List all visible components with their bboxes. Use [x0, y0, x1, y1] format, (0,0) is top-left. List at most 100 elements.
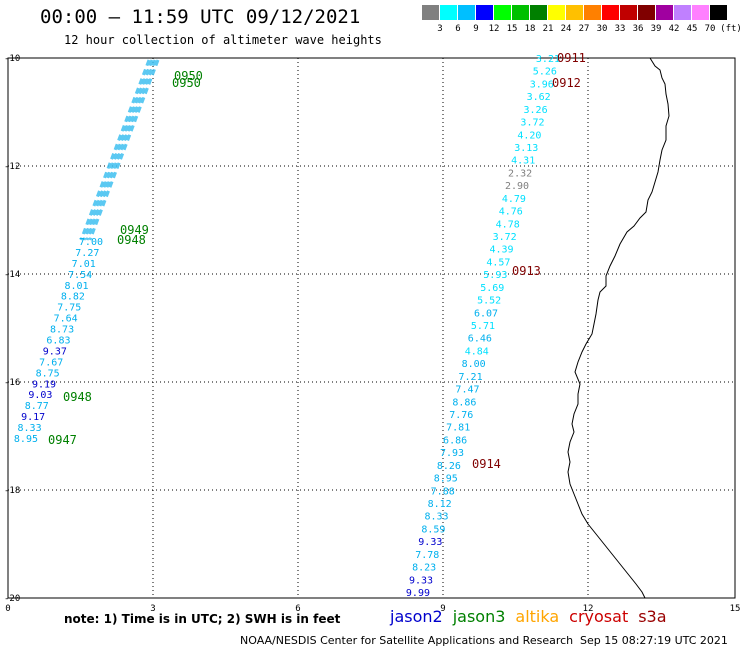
- satellite-legend: jason2 jason3 altika cryosat s3a: [390, 607, 677, 626]
- credit-line: NOAA/NESDIS Center for Satellite Applica…: [240, 634, 574, 647]
- wave-height-label: 7.88: [431, 486, 455, 497]
- wave-height-label: 2.32: [508, 168, 532, 179]
- color-scale-label: 9: [473, 24, 479, 34]
- wave-height-label: 5.69: [480, 283, 504, 294]
- wave-height-label: 9.33: [418, 537, 442, 548]
- wave-height-label: 6.07: [474, 308, 498, 319]
- wave-height-label: 4.78: [496, 219, 520, 230]
- wave-height-label: 8.77: [25, 401, 49, 412]
- wave-height-label: 4.39: [489, 245, 513, 256]
- color-swatch: [530, 5, 547, 20]
- color-scale-label: 3: [437, 24, 443, 34]
- color-swatch: [674, 5, 691, 20]
- wave-height-label: 8.75: [36, 368, 60, 379]
- wave-height-label: 4.79: [502, 194, 526, 205]
- x-tick-label: 3: [150, 604, 155, 614]
- wave-height-label: 4.84: [465, 346, 489, 357]
- color-swatch: [422, 5, 439, 20]
- wave-height-label: 6.83: [46, 336, 70, 347]
- wave-height-label: 8.26: [437, 461, 461, 472]
- track-time-label: 0913: [512, 264, 541, 278]
- color-scale-label: 42: [668, 24, 680, 34]
- wave-height-label: 3.72: [493, 232, 517, 243]
- wave-height-label: 7.54: [68, 270, 92, 281]
- y-tick-label: -18: [4, 486, 20, 496]
- dense-track-band: [82, 59, 154, 241]
- wave-height-label: 8.12: [428, 499, 452, 510]
- wave-height-label: 8.86: [452, 397, 476, 408]
- wave-height-label: 7.67: [39, 357, 63, 368]
- wave-height-label: 7.75: [57, 303, 81, 314]
- satellite-cryosat: cryosat: [569, 607, 629, 626]
- wave-height-label: 8.73: [50, 325, 74, 336]
- x-tick-label: 15: [730, 604, 740, 614]
- wave-height-label: 7.81: [446, 423, 470, 434]
- track-time-label: 0949: [120, 223, 149, 237]
- dense-track-band: [85, 59, 157, 241]
- wave-height-label: 6.86: [443, 435, 467, 446]
- wave-height-label: 7.21: [459, 372, 483, 383]
- track-time-label: 0912: [552, 76, 581, 90]
- wave-height-label: 4.20: [517, 130, 541, 141]
- wave-height-label: 3.21: [536, 54, 560, 65]
- wave-height-label: 7.01: [72, 259, 96, 270]
- color-scale-label: 18: [524, 24, 536, 34]
- wave-height-label: 3.96: [530, 79, 554, 90]
- y-tick-label: -14: [4, 270, 20, 280]
- satellite-s3a: s3a: [638, 607, 667, 626]
- color-swatch: [566, 5, 583, 20]
- x-tick-label: 6: [295, 604, 300, 614]
- wave-height-label: 8.82: [61, 292, 85, 303]
- wave-height-label: 3.13: [514, 143, 538, 154]
- color-scale-label: 39: [650, 24, 662, 34]
- y-tick-label: -16: [4, 378, 20, 388]
- color-scale-label: 15: [506, 24, 518, 34]
- y-tick-label: -20: [4, 594, 20, 604]
- wave-height-label: 9.19: [32, 379, 56, 390]
- wave-height-label: 5.93: [483, 270, 507, 281]
- wave-height-label: 5.71: [471, 321, 495, 332]
- x-tick-label: 0: [5, 604, 10, 614]
- color-scale-units: (ft): [720, 24, 740, 34]
- wave-height-label: 3.62: [527, 92, 551, 103]
- color-scale-label: 12: [488, 24, 500, 34]
- wave-height-label: 9.17: [21, 412, 45, 423]
- satellite-altika: altika: [515, 607, 560, 626]
- wave-height-label: 6.46: [468, 334, 492, 345]
- color-swatch: [620, 5, 637, 20]
- track-time-label: 0948: [117, 233, 146, 247]
- wave-height-label: 7.64: [54, 314, 78, 325]
- y-tick-label: -10: [4, 54, 20, 64]
- color-scale-label: 24: [560, 24, 572, 34]
- color-scale-label: 45: [686, 24, 698, 34]
- wave-height-label: 9.03: [28, 390, 52, 401]
- wave-height-label: 8.00: [462, 359, 486, 370]
- x-tick-label: 9: [440, 604, 445, 614]
- track-time-label: 0947: [48, 433, 77, 447]
- wave-height-label: 4.76: [499, 207, 523, 218]
- wave-height-label: 4.31: [511, 156, 535, 167]
- track-time-label: 0950: [172, 76, 201, 90]
- wave-height-label: 9.33: [409, 575, 433, 586]
- track-time-label: 0950: [174, 69, 203, 83]
- color-swatch: [710, 5, 727, 20]
- color-swatch: [602, 5, 619, 20]
- wave-height-label: 2.90: [505, 181, 529, 192]
- wave-height-label: 7.27: [75, 248, 99, 259]
- coastline: [567, 57, 670, 599]
- wave-height-label: 7.78: [415, 550, 439, 561]
- map-frame: [7, 57, 736, 599]
- y-tick-label: -12: [4, 162, 20, 172]
- x-tick-label: 12: [583, 604, 594, 614]
- satellite-jason3: jason3: [452, 607, 506, 626]
- wave-height-label: 8.23: [412, 563, 436, 574]
- wave-height-label: 8.33: [424, 512, 448, 523]
- wave-height-label: 7.47: [455, 385, 479, 396]
- wave-height-label: 4.57: [486, 257, 510, 268]
- wave-height-label: 8.59: [421, 524, 445, 535]
- wave-height-label: 9.37: [43, 346, 67, 357]
- color-swatch: [440, 5, 457, 20]
- color-swatch: [476, 5, 493, 20]
- page-title: 00:00 – 11:59 UTC 09/12/2021: [40, 6, 361, 28]
